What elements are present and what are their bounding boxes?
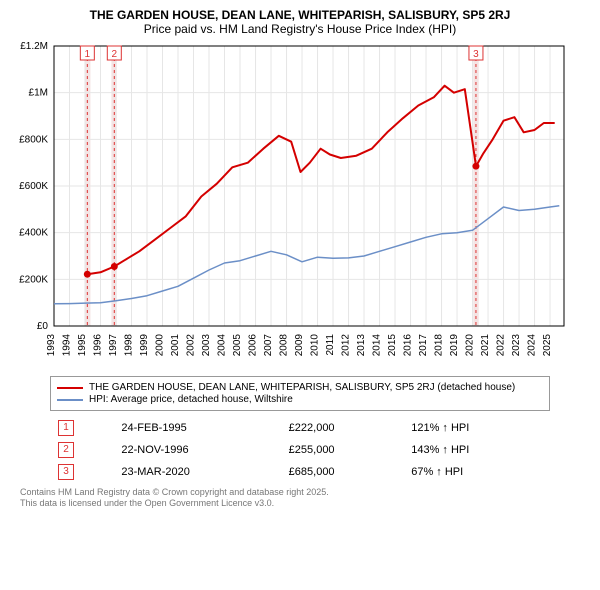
footer-line1: Contains HM Land Registry data © Crown c… (20, 487, 580, 498)
svg-text:2018: 2018 (434, 334, 445, 357)
legend-row: THE GARDEN HOUSE, DEAN LANE, WHITEPARISH… (57, 382, 543, 393)
marker-row: 3 23-MAR-2020£685,00067% ↑ HPI (50, 461, 550, 483)
svg-text:1996: 1996 (93, 334, 104, 357)
svg-text:2009: 2009 (294, 334, 305, 357)
chart-title-line2: Price paid vs. HM Land Registry's House … (10, 22, 590, 36)
svg-text:2011: 2011 (325, 334, 336, 356)
marker-row: 1 24-FEB-1995£222,000121% ↑ HPI (50, 417, 550, 439)
svg-text:2012: 2012 (341, 334, 352, 357)
svg-text:2019: 2019 (449, 334, 460, 357)
svg-text:2000: 2000 (155, 334, 166, 357)
svg-text:2014: 2014 (372, 334, 383, 357)
marker-id-box: 3 (58, 464, 74, 480)
svg-text:2007: 2007 (263, 334, 274, 357)
svg-text:£1M: £1M (29, 88, 48, 99)
svg-text:£800K: £800K (19, 134, 48, 145)
svg-text:2004: 2004 (217, 334, 228, 357)
footer-line2: This data is licensed under the Open Gov… (20, 498, 580, 509)
marker-price: £255,000 (281, 439, 404, 461)
svg-text:1995: 1995 (77, 334, 88, 357)
svg-text:1994: 1994 (62, 334, 73, 357)
svg-text:1: 1 (85, 49, 91, 60)
svg-text:2003: 2003 (201, 334, 212, 357)
legend-swatch (57, 387, 83, 389)
svg-text:2016: 2016 (403, 334, 414, 357)
svg-text:£200K: £200K (19, 274, 48, 285)
svg-text:1998: 1998 (124, 334, 135, 357)
svg-text:2006: 2006 (248, 334, 259, 357)
svg-text:2008: 2008 (279, 334, 290, 357)
svg-text:£0: £0 (37, 321, 49, 332)
svg-text:2015: 2015 (387, 334, 398, 357)
svg-text:2020: 2020 (465, 334, 476, 357)
marker-price: £685,000 (281, 461, 404, 483)
chart-title-line1: THE GARDEN HOUSE, DEAN LANE, WHITEPARISH… (10, 8, 590, 22)
marker-date: 24-FEB-1995 (113, 417, 280, 439)
marker-date: 23-MAR-2020 (113, 461, 280, 483)
legend-row: HPI: Average price, detached house, Wilt… (57, 394, 543, 405)
svg-text:1999: 1999 (139, 334, 150, 357)
svg-text:2: 2 (112, 49, 118, 60)
price-chart: £0 £200K £400K £600K £800K £1M £1.2M 1993 1994 19… (10, 40, 570, 370)
marker-row: 2 22-NOV-1996£255,000143% ↑ HPI (50, 439, 550, 461)
svg-text:3: 3 (473, 49, 479, 60)
svg-text:£400K: £400K (19, 228, 48, 239)
svg-text:2023: 2023 (511, 334, 522, 357)
footer-attribution: Contains HM Land Registry data © Crown c… (20, 487, 580, 509)
legend-label: HPI: Average price, detached house, Wilt… (89, 394, 293, 405)
svg-text:£600K: £600K (19, 181, 48, 192)
legend-swatch (57, 399, 83, 401)
svg-text:2013: 2013 (356, 334, 367, 357)
svg-text:2021: 2021 (480, 334, 491, 357)
svg-text:2005: 2005 (232, 334, 243, 357)
svg-text:2022: 2022 (496, 334, 507, 357)
svg-text:1997: 1997 (108, 334, 119, 357)
svg-text:2017: 2017 (418, 334, 429, 357)
svg-text:2024: 2024 (527, 334, 538, 357)
legend-label: THE GARDEN HOUSE, DEAN LANE, WHITEPARISH… (89, 382, 515, 393)
marker-id-box: 1 (58, 420, 74, 436)
marker-pct: 67% ↑ HPI (403, 461, 550, 483)
marker-date: 22-NOV-1996 (113, 439, 280, 461)
svg-text:1993: 1993 (46, 334, 57, 357)
svg-text:2010: 2010 (310, 334, 321, 357)
svg-text:£1.2M: £1.2M (20, 41, 48, 52)
svg-text:2001: 2001 (170, 334, 181, 357)
marker-pct: 143% ↑ HPI (403, 439, 550, 461)
svg-text:2025: 2025 (542, 334, 553, 357)
legend: THE GARDEN HOUSE, DEAN LANE, WHITEPARISH… (50, 376, 550, 411)
marker-price: £222,000 (281, 417, 404, 439)
sales-marker-table: 1 24-FEB-1995£222,000121% ↑ HPI 2 22-NOV-19… (50, 417, 550, 483)
marker-pct: 121% ↑ HPI (403, 417, 550, 439)
marker-id-box: 2 (58, 442, 74, 458)
svg-text:2002: 2002 (186, 334, 197, 357)
